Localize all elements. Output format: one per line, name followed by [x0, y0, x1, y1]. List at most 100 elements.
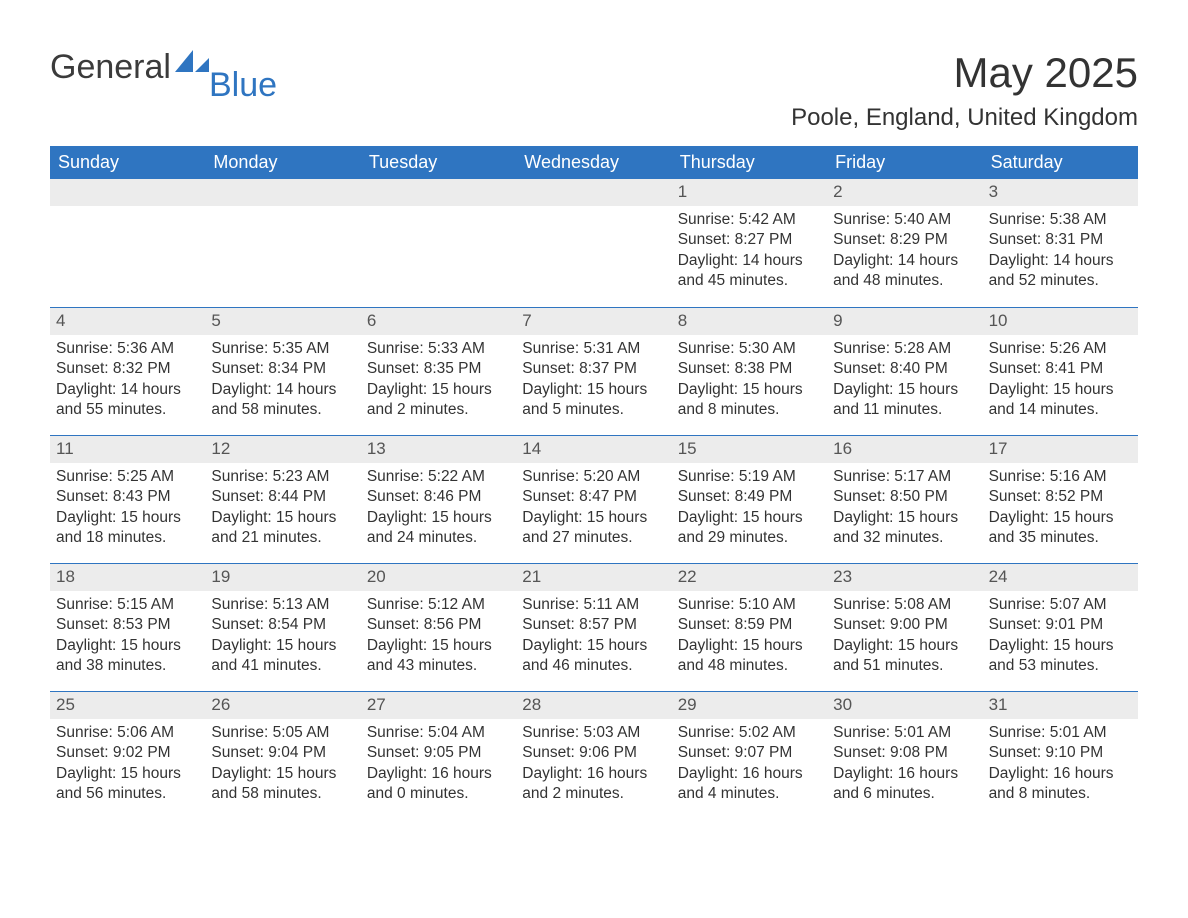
day-number: 20 — [367, 567, 386, 586]
calendar-day: 29Sunrise: 5:02 AMSunset: 9:07 PMDayligh… — [672, 692, 827, 819]
sunset-text: Sunset: 9:02 PM — [56, 743, 199, 763]
dow-wednesday: Wednesday — [516, 146, 671, 179]
sunrise-text: Sunrise: 5:33 AM — [367, 339, 510, 359]
day-number-bar: 17 — [983, 436, 1138, 462]
day-number-bar: 27 — [361, 692, 516, 718]
day-number-bar: 18 — [50, 564, 205, 590]
sunset-text: Sunset: 8:53 PM — [56, 615, 199, 635]
sunrise-text: Sunrise: 5:01 AM — [989, 723, 1132, 743]
daylight-text: Daylight: 16 hours and 2 minutes. — [522, 764, 665, 805]
day-number-bar: 31 — [983, 692, 1138, 718]
day-number-bar: . — [516, 179, 671, 205]
calendar-day: 15Sunrise: 5:19 AMSunset: 8:49 PMDayligh… — [672, 436, 827, 563]
sunset-text: Sunset: 9:10 PM — [989, 743, 1132, 763]
day-number: 17 — [989, 439, 1008, 458]
day-number: 7 — [522, 311, 531, 330]
calendar: Sunday Monday Tuesday Wednesday Thursday… — [50, 146, 1138, 819]
dow-friday: Friday — [827, 146, 982, 179]
brand-logo: General Blue — [50, 50, 279, 84]
daylight-text: Daylight: 15 hours and 38 minutes. — [56, 636, 199, 677]
daylight-text: Daylight: 14 hours and 45 minutes. — [678, 251, 821, 292]
sunrise-text: Sunrise: 5:06 AM — [56, 723, 199, 743]
daylight-text: Daylight: 15 hours and 8 minutes. — [678, 380, 821, 421]
day-number: 8 — [678, 311, 687, 330]
daylight-text: Daylight: 14 hours and 55 minutes. — [56, 380, 199, 421]
day-number: 19 — [211, 567, 230, 586]
sunset-text: Sunset: 8:54 PM — [211, 615, 354, 635]
daylight-text: Daylight: 15 hours and 5 minutes. — [522, 380, 665, 421]
sunrise-text: Sunrise: 5:42 AM — [678, 210, 821, 230]
day-number: 12 — [211, 439, 230, 458]
day-number: 13 — [367, 439, 386, 458]
sunrise-text: Sunrise: 5:11 AM — [522, 595, 665, 615]
calendar-day: 5Sunrise: 5:35 AMSunset: 8:34 PMDaylight… — [205, 308, 360, 435]
sunrise-text: Sunrise: 5:17 AM — [833, 467, 976, 487]
day-number-bar: 4 — [50, 308, 205, 334]
sunset-text: Sunset: 9:06 PM — [522, 743, 665, 763]
sunrise-text: Sunrise: 5:08 AM — [833, 595, 976, 615]
dow-tuesday: Tuesday — [361, 146, 516, 179]
brand-word-2: Blue — [209, 68, 277, 102]
sunset-text: Sunset: 8:49 PM — [678, 487, 821, 507]
day-of-week-header: Sunday Monday Tuesday Wednesday Thursday… — [50, 146, 1138, 179]
sunset-text: Sunset: 8:59 PM — [678, 615, 821, 635]
day-number-bar: 29 — [672, 692, 827, 718]
day-number: 15 — [678, 439, 697, 458]
sunset-text: Sunset: 8:29 PM — [833, 230, 976, 250]
day-number: 18 — [56, 567, 75, 586]
daylight-text: Daylight: 15 hours and 32 minutes. — [833, 508, 976, 549]
day-number: 5 — [211, 311, 220, 330]
calendar-day: 1Sunrise: 5:42 AMSunset: 8:27 PMDaylight… — [672, 179, 827, 307]
daylight-text: Daylight: 15 hours and 21 minutes. — [211, 508, 354, 549]
day-number-bar: 26 — [205, 692, 360, 718]
day-number-bar: 14 — [516, 436, 671, 462]
calendar-day: 11Sunrise: 5:25 AMSunset: 8:43 PMDayligh… — [50, 436, 205, 563]
day-number-bar: 1 — [672, 179, 827, 205]
day-number-bar: 3 — [983, 179, 1138, 205]
sunset-text: Sunset: 8:41 PM — [989, 359, 1132, 379]
dow-sunday: Sunday — [50, 146, 205, 179]
day-number-bar: 11 — [50, 436, 205, 462]
daylight-text: Daylight: 15 hours and 56 minutes. — [56, 764, 199, 805]
calendar-day: . — [361, 179, 516, 307]
sunrise-text: Sunrise: 5:16 AM — [989, 467, 1132, 487]
sunrise-text: Sunrise: 5:03 AM — [522, 723, 665, 743]
daylight-text: Daylight: 15 hours and 35 minutes. — [989, 508, 1132, 549]
sunset-text: Sunset: 8:56 PM — [367, 615, 510, 635]
day-number: 27 — [367, 695, 386, 714]
day-number: 24 — [989, 567, 1008, 586]
day-number-bar: 10 — [983, 308, 1138, 334]
calendar-day: 27Sunrise: 5:04 AMSunset: 9:05 PMDayligh… — [361, 692, 516, 819]
sunset-text: Sunset: 9:05 PM — [367, 743, 510, 763]
calendar-day: 22Sunrise: 5:10 AMSunset: 8:59 PMDayligh… — [672, 564, 827, 691]
day-number: 23 — [833, 567, 852, 586]
calendar-day: 12Sunrise: 5:23 AMSunset: 8:44 PMDayligh… — [205, 436, 360, 563]
sunrise-text: Sunrise: 5:22 AM — [367, 467, 510, 487]
day-number: 11 — [56, 439, 74, 458]
daylight-text: Daylight: 15 hours and 24 minutes. — [367, 508, 510, 549]
title-block: May 2025 Poole, England, United Kingdom — [791, 50, 1138, 132]
daylight-text: Daylight: 14 hours and 48 minutes. — [833, 251, 976, 292]
day-number-bar: 12 — [205, 436, 360, 462]
daylight-text: Daylight: 15 hours and 51 minutes. — [833, 636, 976, 677]
day-number-bar: 23 — [827, 564, 982, 590]
day-number: 25 — [56, 695, 75, 714]
day-number-bar: 16 — [827, 436, 982, 462]
calendar-day: . — [50, 179, 205, 307]
daylight-text: Daylight: 15 hours and 53 minutes. — [989, 636, 1132, 677]
calendar-day: 19Sunrise: 5:13 AMSunset: 8:54 PMDayligh… — [205, 564, 360, 691]
day-number: 9 — [833, 311, 842, 330]
sunrise-text: Sunrise: 5:31 AM — [522, 339, 665, 359]
calendar-day: 31Sunrise: 5:01 AMSunset: 9:10 PMDayligh… — [983, 692, 1138, 819]
daylight-text: Daylight: 14 hours and 52 minutes. — [989, 251, 1132, 292]
calendar-day: 3Sunrise: 5:38 AMSunset: 8:31 PMDaylight… — [983, 179, 1138, 307]
day-number-bar: 22 — [672, 564, 827, 590]
weeks-container: ....1Sunrise: 5:42 AMSunset: 8:27 PMDayl… — [50, 179, 1138, 819]
sunset-text: Sunset: 8:50 PM — [833, 487, 976, 507]
sunset-text: Sunset: 8:44 PM — [211, 487, 354, 507]
sunrise-text: Sunrise: 5:25 AM — [56, 467, 199, 487]
daylight-text: Daylight: 15 hours and 48 minutes. — [678, 636, 821, 677]
page-subtitle: Poole, England, United Kingdom — [791, 104, 1138, 132]
calendar-day: 13Sunrise: 5:22 AMSunset: 8:46 PMDayligh… — [361, 436, 516, 563]
sunrise-text: Sunrise: 5:13 AM — [211, 595, 354, 615]
